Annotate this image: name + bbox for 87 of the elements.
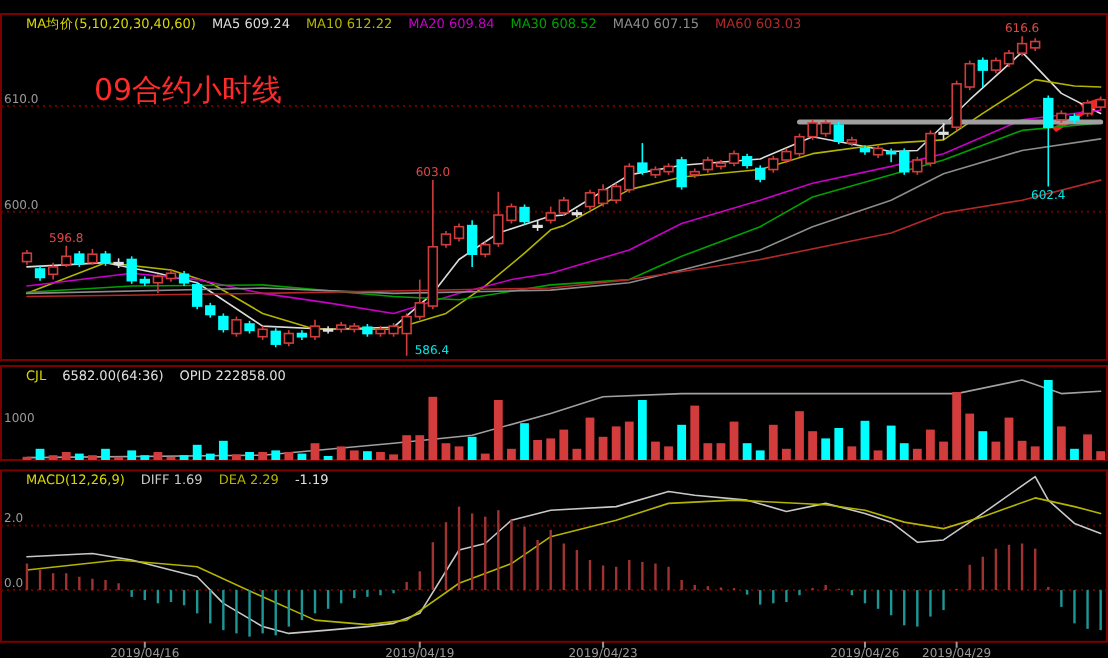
bar: [572, 448, 582, 460]
candlestick: [833, 121, 844, 145]
bar: [926, 429, 935, 460]
bar: [860, 420, 870, 460]
bar: [899, 443, 909, 460]
bar: [677, 424, 687, 460]
bar: [585, 417, 595, 460]
candlestick: [977, 56, 989, 88]
bar: [153, 452, 163, 460]
bar: [1070, 448, 1079, 460]
bar: [651, 441, 660, 460]
bar: [310, 443, 320, 460]
bar: [415, 435, 425, 460]
bar: [742, 443, 752, 460]
bar: [1083, 434, 1092, 460]
bar: [520, 423, 529, 460]
bar: [533, 440, 543, 460]
bar: [454, 446, 464, 460]
bar: [1043, 380, 1053, 460]
bar: [467, 436, 477, 460]
candlestick: [231, 315, 242, 338]
bar: [218, 440, 228, 460]
candlestick: [270, 327, 281, 349]
bar: [245, 452, 254, 460]
bar: [362, 451, 372, 460]
bar: [546, 438, 556, 460]
candlestick: [637, 142, 648, 176]
bar: [1030, 446, 1040, 460]
candlestick: [1043, 94, 1054, 188]
bar: [664, 446, 673, 460]
bar: [978, 431, 988, 460]
bar: [782, 448, 791, 460]
bar: [939, 441, 948, 460]
bar: [847, 446, 857, 460]
bar: [755, 450, 765, 460]
line-series: [26, 475, 1102, 635]
bar: [1017, 440, 1027, 460]
bar: [795, 411, 804, 460]
candlestick: [466, 219, 478, 268]
bar: [886, 425, 896, 460]
bar: [271, 450, 281, 460]
bar: [952, 392, 962, 460]
bar: [493, 400, 503, 460]
bar: [1096, 451, 1106, 460]
bar: [336, 446, 346, 460]
bar: [808, 431, 817, 460]
bar: [965, 413, 975, 460]
candlestick: [676, 156, 687, 191]
bar: [507, 448, 516, 460]
bar: [716, 443, 726, 460]
bar: [205, 453, 215, 460]
bar: [821, 438, 831, 460]
bar: [1004, 417, 1014, 460]
bar: [192, 444, 202, 460]
bar: [376, 452, 385, 460]
bar: [74, 453, 84, 460]
bar: [598, 436, 608, 460]
bar: [768, 424, 778, 460]
bar: [480, 453, 490, 460]
bar: [690, 405, 700, 460]
bar: [912, 448, 922, 460]
bar: [611, 426, 621, 460]
bar: [873, 450, 883, 460]
bar: [232, 454, 241, 460]
candlestick: [61, 244, 72, 268]
candlestick: [519, 203, 530, 226]
bar: [349, 450, 359, 460]
bar: [389, 454, 398, 460]
bar: [127, 450, 137, 460]
bar: [101, 448, 110, 460]
bar: [428, 396, 438, 460]
bar: [624, 421, 634, 460]
candlestick: [309, 318, 321, 341]
bar: [834, 428, 844, 460]
bar: [729, 421, 739, 460]
bar: [258, 452, 268, 460]
bar: [61, 452, 71, 460]
bar: [402, 435, 412, 460]
bar: [441, 443, 451, 460]
line-series: [26, 497, 1102, 626]
bar: [559, 429, 569, 460]
bar: [1056, 426, 1066, 460]
bar: [284, 452, 294, 460]
text: 09合约小时线: [94, 72, 283, 108]
bar: [703, 443, 713, 460]
candlestick: [218, 312, 229, 334]
bar: [637, 400, 647, 460]
